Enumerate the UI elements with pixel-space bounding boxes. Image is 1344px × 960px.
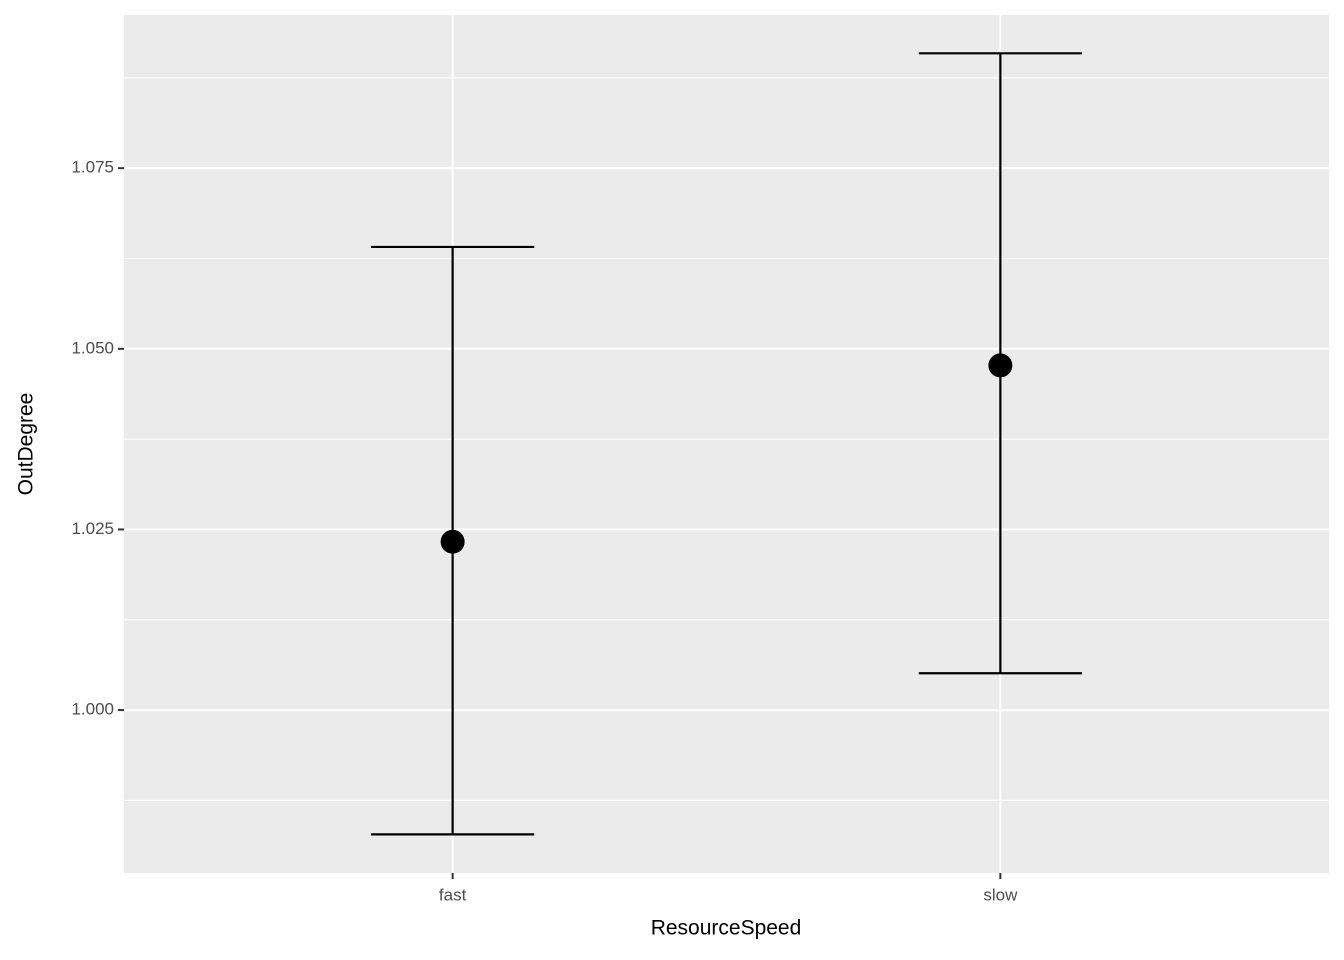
y-tick-label: 1.050	[71, 338, 114, 357]
y-tick-label: 1.025	[71, 519, 114, 538]
y-tick-label: 1.000	[71, 700, 114, 719]
y-axis-title: OutDegree	[15, 393, 38, 496]
x-tick-label: slow	[983, 885, 1018, 904]
x-axis-title: ResourceSpeed	[651, 917, 802, 940]
y-tick-label: 1.075	[71, 158, 114, 177]
point	[988, 353, 1013, 378]
point	[440, 529, 465, 554]
panel-background	[124, 15, 1329, 873]
x-tick-label: fast	[439, 885, 467, 904]
